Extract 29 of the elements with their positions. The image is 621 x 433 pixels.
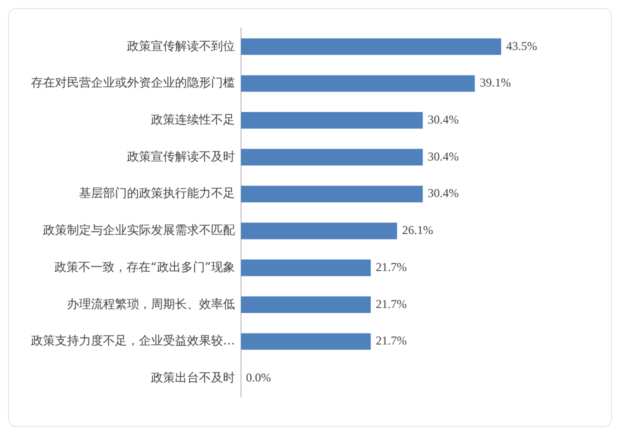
data-label: 43.5% — [506, 38, 538, 53]
bar — [241, 296, 371, 313]
bar — [241, 333, 371, 350]
y-tick-label: 政策制定与企业实际发展需求不匹配 — [43, 223, 235, 238]
data-label: 26.1% — [402, 223, 434, 238]
bar — [241, 38, 502, 55]
bar — [241, 186, 423, 202]
data-label: 30.4% — [428, 186, 459, 200]
y-tick-label: 政策支持力度不足，企业受益效果较… — [31, 334, 235, 348]
data-label: 30.4% — [428, 149, 459, 164]
y-tick-label: 办理流程繁琐，周期长、效率低 — [67, 296, 235, 311]
y-tick-label: 存在对民营企业或外资企业的隐形门槛 — [31, 76, 235, 90]
y-tick-label: 基层部门的政策执行能力不足 — [79, 186, 235, 200]
y-tick-label: 政策宣传解读不及时 — [127, 149, 235, 164]
bar — [241, 148, 423, 166]
bar — [241, 259, 371, 276]
y-tick-label: 政策不一致，存在“政出多门”现象 — [54, 260, 235, 274]
data-label: 21.7% — [376, 260, 407, 274]
y-tick-label: 政策连续性不足 — [151, 112, 235, 126]
data-label: 21.7% — [376, 334, 407, 348]
y-tick-label: 政策出台不及时 — [151, 370, 235, 384]
bar — [241, 222, 398, 240]
bar — [241, 75, 475, 92]
data-label: 30.4% — [428, 112, 459, 127]
data-label: 39.1% — [480, 76, 511, 90]
data-label: 0.0% — [246, 370, 271, 385]
y-tick-label: 政策宣传解读不到位 — [127, 38, 235, 53]
data-label: 21.7% — [376, 296, 407, 311]
bar — [241, 112, 423, 129]
